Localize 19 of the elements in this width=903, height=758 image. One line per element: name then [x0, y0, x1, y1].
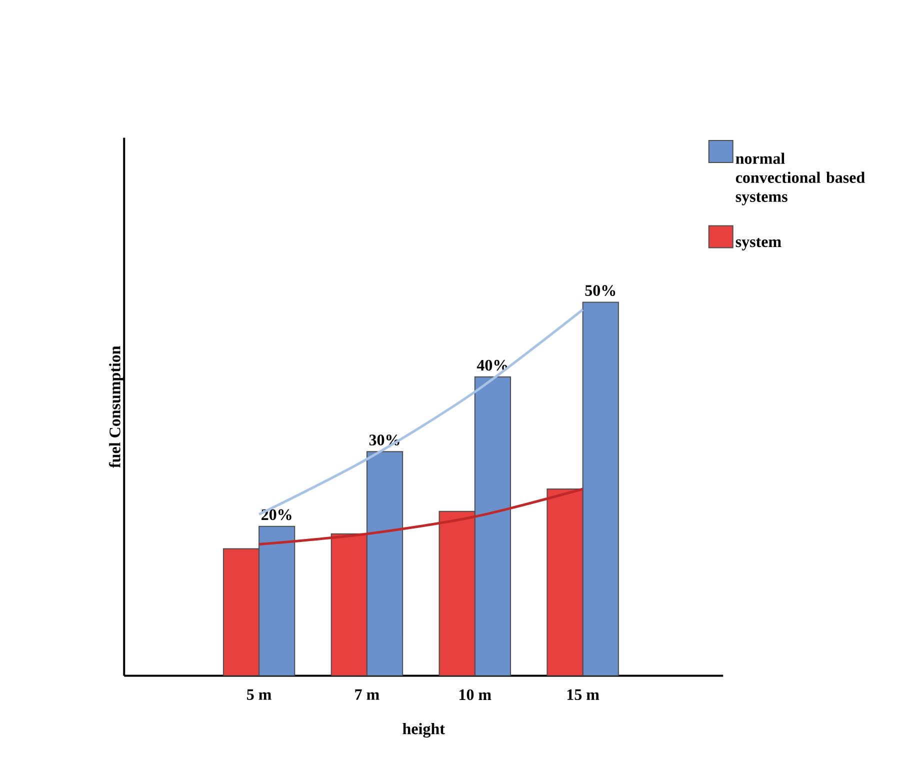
x-axis-title: height [402, 722, 445, 738]
bar [258, 526, 296, 676]
bar [330, 533, 368, 676]
bar [474, 376, 512, 676]
bar [222, 548, 260, 676]
y-axis-title: fuel Consumption [108, 346, 124, 468]
x-tick-label: 5 m [247, 689, 272, 700]
bar [366, 451, 404, 676]
data-label: 50% [585, 285, 616, 296]
data-label: 40% [476, 360, 508, 371]
bar [582, 302, 619, 676]
bar [546, 488, 584, 676]
text: normal convectional based systems [736, 152, 865, 206]
bar [438, 510, 476, 676]
x-tick-label: 7 m [355, 689, 380, 700]
data-label: 20% [262, 509, 292, 520]
x-tick-label: 15 m [567, 689, 600, 700]
x-tick-label: 10 m [460, 689, 492, 700]
legend-label: system [736, 238, 782, 250]
